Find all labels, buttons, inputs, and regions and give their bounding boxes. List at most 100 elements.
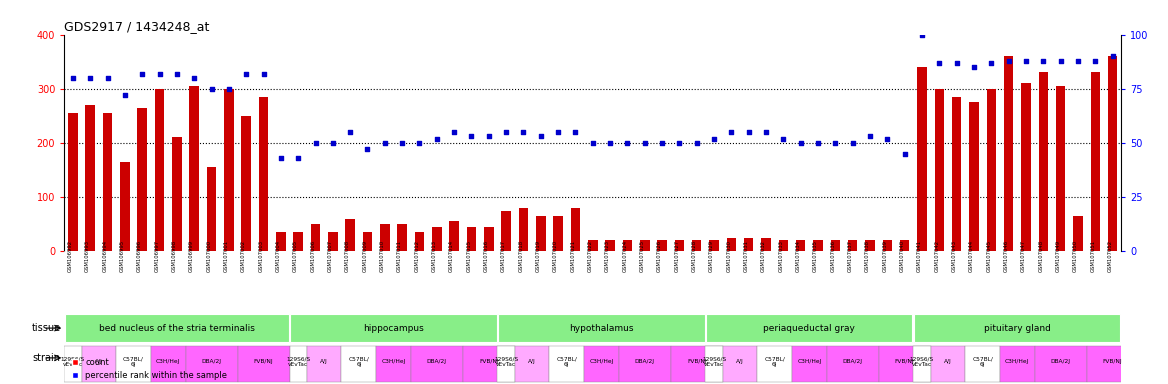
- Bar: [259, 97, 269, 251]
- Point: [739, 129, 758, 135]
- Bar: [762, 238, 771, 251]
- Text: A/J: A/J: [95, 359, 103, 364]
- Bar: [830, 240, 840, 251]
- Point: [1051, 58, 1070, 64]
- Bar: [463, 346, 515, 382]
- Point: [600, 140, 619, 146]
- Point: [81, 75, 99, 81]
- Bar: [536, 216, 545, 251]
- Bar: [705, 346, 723, 382]
- Point: [1000, 58, 1018, 64]
- Point: [133, 71, 152, 77]
- Point: [774, 136, 793, 142]
- Text: GSM106998: GSM106998: [172, 240, 176, 272]
- Text: DBA/2J: DBA/2J: [202, 359, 222, 364]
- Point: [549, 129, 568, 135]
- Text: GSM106995: GSM106995: [120, 240, 125, 272]
- Point: [255, 71, 273, 77]
- Text: GSM107000: GSM107000: [207, 240, 211, 272]
- Text: GSM107022: GSM107022: [588, 240, 592, 272]
- Point: [1104, 53, 1122, 59]
- Bar: [151, 346, 186, 382]
- Bar: [1021, 83, 1030, 251]
- Bar: [827, 346, 878, 382]
- Text: GSM107010: GSM107010: [380, 240, 384, 272]
- Bar: [85, 105, 95, 251]
- Text: GSM107038: GSM107038: [865, 240, 870, 272]
- Bar: [515, 346, 549, 382]
- Point: [63, 75, 82, 81]
- Text: FVB/NJ: FVB/NJ: [479, 359, 499, 364]
- Bar: [237, 346, 290, 382]
- Text: GSM107046: GSM107046: [1003, 240, 1009, 272]
- Text: GSM107031: GSM107031: [744, 240, 749, 272]
- Text: GSM106996: GSM106996: [137, 240, 142, 272]
- Text: 129S6/S
vEvTac: 129S6/S vEvTac: [702, 356, 726, 367]
- Text: GSM107030: GSM107030: [726, 240, 731, 272]
- Bar: [68, 113, 77, 251]
- Text: GSM107040: GSM107040: [899, 240, 905, 272]
- Point: [947, 60, 966, 66]
- Bar: [328, 232, 338, 251]
- Point: [843, 140, 862, 146]
- Text: GSM107006: GSM107006: [311, 240, 315, 272]
- Bar: [640, 240, 649, 251]
- Text: GSM107039: GSM107039: [882, 240, 888, 272]
- Text: 129S6/S
vEvTac: 129S6/S vEvTac: [286, 356, 311, 367]
- Point: [1034, 58, 1052, 64]
- Text: C3H/HeJ: C3H/HeJ: [589, 359, 613, 364]
- Text: GSM107005: GSM107005: [293, 240, 298, 272]
- Point: [185, 75, 203, 81]
- Text: GSM107018: GSM107018: [519, 240, 523, 272]
- Text: hippocampus: hippocampus: [363, 324, 424, 333]
- Bar: [915, 314, 1120, 342]
- Text: GSM107036: GSM107036: [830, 240, 835, 272]
- Text: tissue: tissue: [32, 323, 61, 333]
- Text: GSM107028: GSM107028: [691, 240, 697, 272]
- Bar: [1035, 346, 1086, 382]
- Text: GSM107023: GSM107023: [605, 240, 610, 272]
- Text: GSM107041: GSM107041: [917, 240, 922, 272]
- Bar: [744, 238, 753, 251]
- Bar: [103, 113, 112, 251]
- Point: [341, 129, 360, 135]
- Bar: [293, 232, 303, 251]
- Point: [359, 146, 377, 152]
- Point: [670, 140, 689, 146]
- Bar: [757, 346, 792, 382]
- Point: [635, 140, 654, 146]
- Point: [808, 140, 827, 146]
- Bar: [376, 346, 411, 382]
- Text: GSM107043: GSM107043: [952, 240, 957, 272]
- Text: GSM107050: GSM107050: [1073, 240, 1078, 272]
- Bar: [1073, 216, 1083, 251]
- Text: DBA/2J: DBA/2J: [634, 359, 655, 364]
- Point: [757, 129, 776, 135]
- Bar: [484, 227, 494, 251]
- Bar: [588, 240, 598, 251]
- Point: [531, 133, 550, 139]
- Point: [271, 155, 290, 161]
- Text: hypothalamus: hypothalamus: [569, 324, 634, 333]
- Bar: [917, 67, 926, 251]
- Point: [324, 140, 342, 146]
- Bar: [1091, 73, 1100, 251]
- Text: GSM107007: GSM107007: [328, 240, 333, 272]
- Bar: [878, 346, 931, 382]
- Text: periaqueductal gray: periaqueductal gray: [764, 324, 855, 333]
- Point: [566, 129, 585, 135]
- Point: [653, 140, 672, 146]
- Text: GSM106993: GSM106993: [85, 240, 90, 272]
- Text: GSM107029: GSM107029: [709, 240, 714, 272]
- Point: [463, 133, 481, 139]
- Bar: [82, 346, 117, 382]
- Text: C3H/HeJ: C3H/HeJ: [381, 359, 405, 364]
- Text: GSM107052: GSM107052: [1107, 240, 1113, 272]
- Text: GSM107044: GSM107044: [969, 240, 974, 272]
- Text: GSM107032: GSM107032: [762, 240, 766, 272]
- Bar: [1000, 346, 1035, 382]
- Bar: [707, 314, 912, 342]
- Text: GDS2917 / 1434248_at: GDS2917 / 1434248_at: [64, 20, 209, 33]
- Bar: [498, 346, 515, 382]
- Text: GSM107002: GSM107002: [241, 240, 246, 272]
